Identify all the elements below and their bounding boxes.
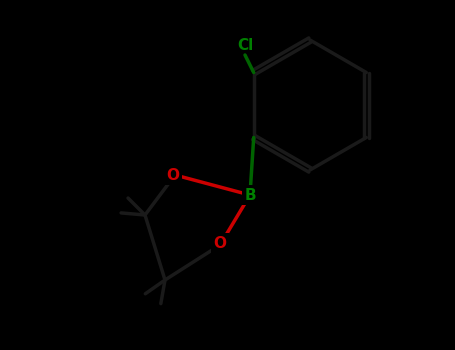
- Text: O: O: [167, 168, 180, 182]
- Text: B: B: [244, 188, 256, 203]
- Text: O: O: [213, 236, 227, 251]
- Text: Cl: Cl: [237, 38, 253, 53]
